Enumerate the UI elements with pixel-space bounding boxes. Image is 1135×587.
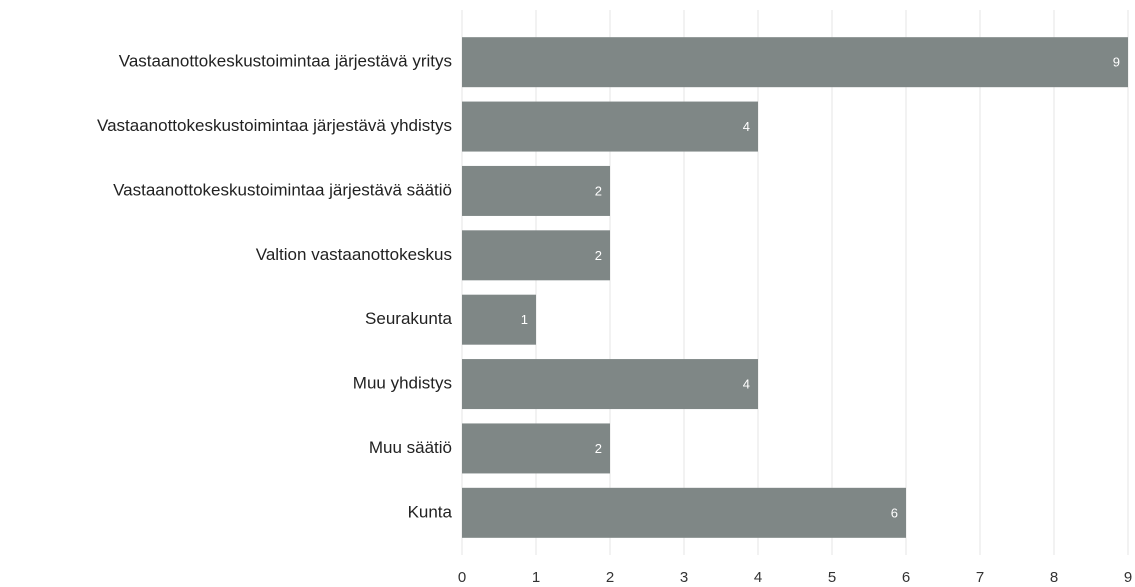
- value-label: 4: [743, 119, 750, 134]
- x-tick-label: 2: [606, 569, 614, 586]
- y-tick-label: Muu säätiö: [369, 438, 452, 457]
- y-tick-label: Vastaanottokeskustoimintaa järjestävä yr…: [119, 52, 452, 71]
- y-tick-label: Seurakunta: [365, 309, 452, 328]
- x-tick-label: 4: [754, 569, 762, 586]
- bar: [462, 359, 758, 410]
- bar: [462, 165, 610, 216]
- value-label: 6: [891, 505, 898, 520]
- y-tick-label: Valtion vastaanottokeskus: [256, 245, 452, 264]
- y-tick-label: Vastaanottokeskustoimintaa järjestävä yh…: [97, 116, 452, 135]
- x-tick-label: 6: [902, 569, 910, 586]
- value-label: 2: [595, 183, 602, 198]
- x-tick-label: 5: [828, 569, 836, 586]
- y-tick-label: Vastaanottokeskustoimintaa järjestävä sä…: [113, 180, 452, 199]
- x-tick-label: 9: [1124, 569, 1132, 586]
- x-tick-label: 3: [680, 569, 688, 586]
- value-label: 2: [595, 441, 602, 456]
- x-tick-label: 8: [1050, 569, 1058, 586]
- value-label: 4: [743, 377, 750, 392]
- value-label: 1: [521, 312, 528, 327]
- bar: [462, 37, 1128, 88]
- value-label: 9: [1113, 55, 1120, 70]
- bar: [462, 101, 758, 152]
- y-tick-label: Kunta: [408, 502, 453, 521]
- bar: [462, 423, 610, 474]
- bar: [462, 230, 610, 281]
- x-tick-label: 1: [532, 569, 540, 586]
- value-label: 2: [595, 248, 602, 263]
- x-tick-label: 7: [976, 569, 984, 586]
- bar: [462, 487, 906, 538]
- x-tick-label: 0: [458, 569, 466, 586]
- bar: [462, 294, 536, 345]
- y-tick-label: Muu yhdistys: [353, 374, 452, 393]
